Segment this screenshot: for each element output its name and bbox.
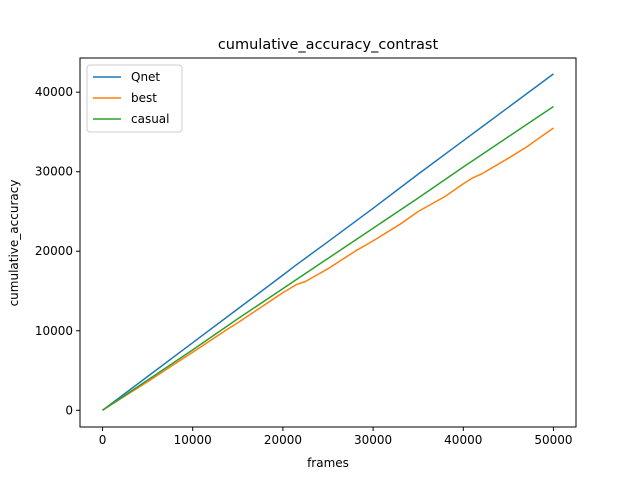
legend-label-best: best xyxy=(131,91,157,105)
legend-label-casual: casual xyxy=(131,112,170,126)
legend-label-Qnet: Qnet xyxy=(131,70,160,84)
x-tick-label: 30000 xyxy=(354,433,392,447)
series-line-best xyxy=(102,127,554,411)
y-tick-label: 20000 xyxy=(35,244,73,258)
y-tick-label: 30000 xyxy=(35,165,73,179)
y-tick-label: 40000 xyxy=(35,85,73,99)
x-tick-label: 50000 xyxy=(534,433,572,447)
plot-frame xyxy=(79,57,577,428)
legend: Qnet best casual xyxy=(86,64,183,133)
y-tick-label: 0 xyxy=(65,403,73,417)
plot-lines xyxy=(102,73,554,411)
x-tick-label: 20000 xyxy=(264,433,302,447)
y-axis-label: cumulative_accuracy xyxy=(7,180,21,307)
series-line-casual xyxy=(102,105,554,411)
y-axis-ticks: 0 10000 20000 30000 40000 xyxy=(35,85,80,417)
x-axis-ticks: 0 10000 20000 30000 40000 50000 xyxy=(99,427,573,447)
x-axis-label: frames xyxy=(307,456,349,470)
x-tick-label: 40000 xyxy=(444,433,482,447)
chart-title: cumulative_accuracy_contrast xyxy=(218,37,439,53)
x-tick-label: 10000 xyxy=(174,433,212,447)
y-tick-label: 10000 xyxy=(35,324,73,338)
series-line-Qnet xyxy=(102,73,554,411)
x-tick-label: 0 xyxy=(99,433,107,447)
legend-box xyxy=(86,64,183,133)
